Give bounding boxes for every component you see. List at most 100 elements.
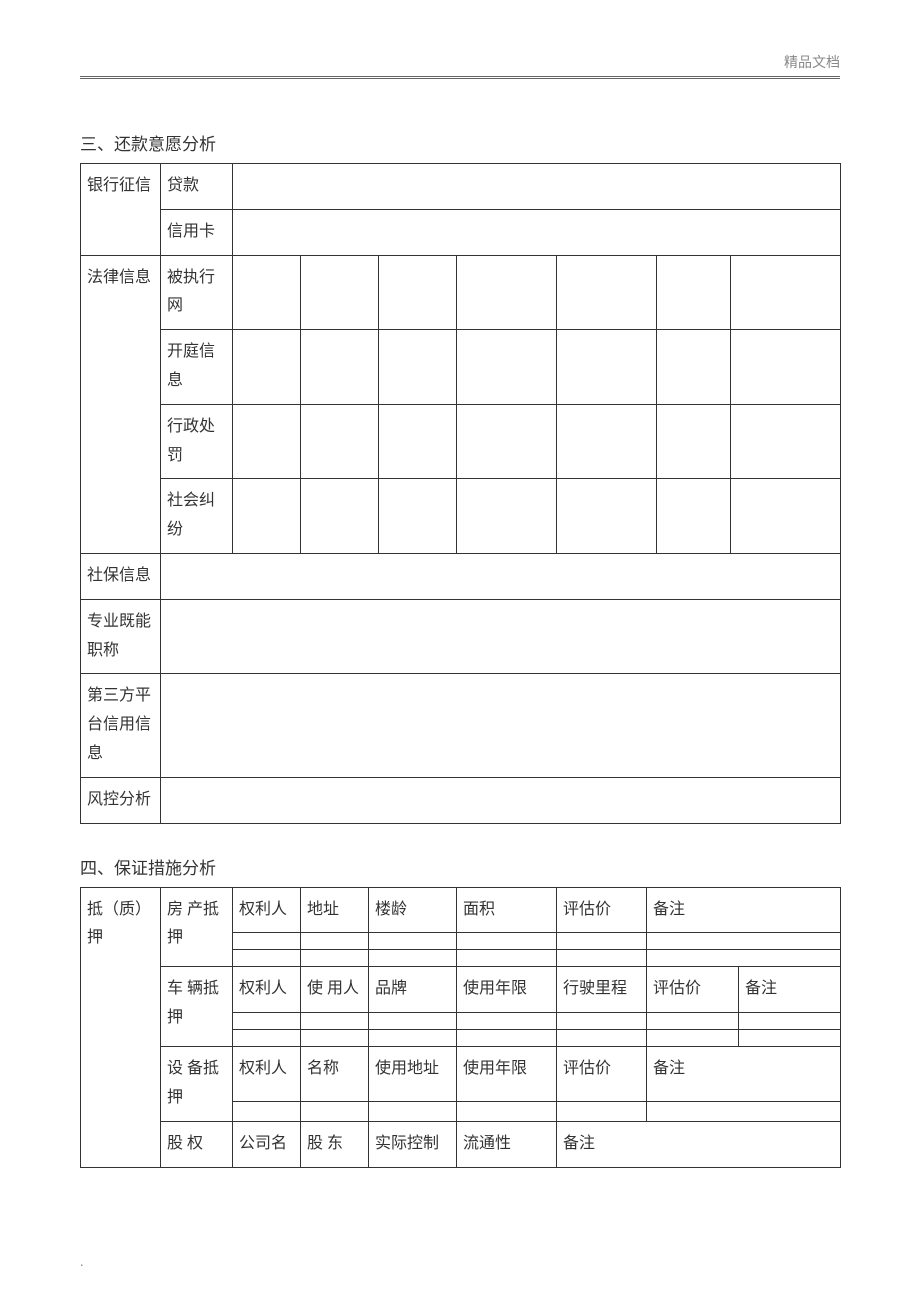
cell-empty bbox=[301, 1013, 369, 1030]
cell-empty bbox=[647, 1101, 841, 1121]
cell-remark: 备注 bbox=[739, 967, 841, 1013]
cell-social-security: 社保信息 bbox=[81, 553, 161, 599]
cell-empty bbox=[647, 1030, 739, 1047]
cell-loan: 贷款 bbox=[161, 164, 233, 210]
cell-social-dispute: 社会纠纷 bbox=[161, 479, 233, 554]
cell-empty bbox=[161, 599, 841, 674]
cell-empty bbox=[301, 1101, 369, 1121]
cell-area: 面积 bbox=[457, 887, 557, 933]
cell-empty bbox=[233, 209, 841, 255]
cell-shareholder: 股 东 bbox=[301, 1121, 369, 1167]
cell-controller: 实际控制 bbox=[369, 1121, 457, 1167]
footer-dot: . bbox=[80, 1255, 84, 1271]
cell-empty bbox=[379, 479, 457, 554]
cell-empty bbox=[369, 950, 457, 967]
cell-admin-penalty: 行政处罚 bbox=[161, 404, 233, 479]
table-row: 信用卡 bbox=[81, 209, 841, 255]
cell-empty bbox=[457, 404, 557, 479]
cell-remark: 备注 bbox=[647, 887, 841, 933]
cell-executed: 被执行网 bbox=[161, 255, 233, 330]
cell-empty bbox=[301, 330, 379, 405]
cell-empty bbox=[457, 1101, 557, 1121]
cell-liquidity: 流通性 bbox=[457, 1121, 557, 1167]
cell-empty bbox=[379, 404, 457, 479]
cell-years: 使用年限 bbox=[457, 1047, 557, 1101]
header-label: 精品文档 bbox=[784, 52, 840, 72]
cell-empty bbox=[233, 255, 301, 330]
cell-empty bbox=[557, 933, 647, 950]
cell-credit-card: 信用卡 bbox=[161, 209, 233, 255]
cell-address: 使用地址 bbox=[369, 1047, 457, 1101]
cell-empty bbox=[301, 255, 379, 330]
cell-empty bbox=[731, 479, 841, 554]
cell-empty bbox=[301, 950, 369, 967]
table-row: 专业既能职称 bbox=[81, 599, 841, 674]
cell-empty bbox=[557, 1030, 647, 1047]
page-content: 三、还款意愿分析 银行征信 贷款 信用卡 法律信息 被执行网 bbox=[80, 130, 840, 1168]
cell-mortgage: 抵（质）押 bbox=[81, 887, 161, 1167]
cell-empty bbox=[369, 933, 457, 950]
cell-risk-analysis: 风控分析 bbox=[81, 777, 161, 823]
cell-empty bbox=[457, 330, 557, 405]
cell-empty bbox=[557, 479, 657, 554]
table-row: 股 权 公司名 股 东 实际控制 流通性 备注 bbox=[81, 1121, 841, 1167]
cell-legal-info: 法律信息 bbox=[81, 255, 161, 553]
table-row: 车 辆抵押 权利人 使 用人 品牌 使用年限 行驶里程 评估价 备注 bbox=[81, 967, 841, 1013]
cell-empty bbox=[233, 404, 301, 479]
cell-user: 使 用人 bbox=[301, 967, 369, 1013]
cell-empty bbox=[233, 1101, 301, 1121]
cell-empty bbox=[233, 479, 301, 554]
cell-empty bbox=[369, 1101, 457, 1121]
table-row: 社保信息 bbox=[81, 553, 841, 599]
cell-remark: 备注 bbox=[557, 1121, 841, 1167]
cell-empty bbox=[557, 404, 657, 479]
cell-empty bbox=[379, 255, 457, 330]
cell-empty bbox=[301, 933, 369, 950]
cell-remark: 备注 bbox=[647, 1047, 841, 1101]
cell-empty bbox=[161, 674, 841, 777]
cell-empty bbox=[233, 1030, 301, 1047]
cell-empty bbox=[731, 255, 841, 330]
cell-empty bbox=[301, 404, 379, 479]
cell-empty bbox=[557, 1101, 647, 1121]
section3-title: 三、还款意愿分析 bbox=[80, 130, 840, 155]
cell-empty bbox=[557, 950, 647, 967]
cell-equity-label: 股 权 bbox=[161, 1121, 233, 1167]
cell-court-info: 开庭信息 bbox=[161, 330, 233, 405]
cell-empty bbox=[457, 1030, 557, 1047]
table-row: 风控分析 bbox=[81, 777, 841, 823]
cell-address: 地址 bbox=[301, 887, 369, 933]
cell-company: 公司名 bbox=[233, 1121, 301, 1167]
cell-empty bbox=[647, 933, 841, 950]
cell-empty bbox=[557, 330, 657, 405]
cell-empty bbox=[233, 950, 301, 967]
cell-empty bbox=[233, 1013, 301, 1030]
cell-empty bbox=[301, 479, 379, 554]
cell-empty bbox=[731, 404, 841, 479]
cell-property-label: 房 产抵押 bbox=[161, 887, 233, 967]
table-row: 行政处罚 bbox=[81, 404, 841, 479]
cell-age: 楼龄 bbox=[369, 887, 457, 933]
table-row: 法律信息 被执行网 bbox=[81, 255, 841, 330]
section4-table: 抵（质）押 房 产抵押 权利人 地址 楼龄 面积 评估价 备注 车 辆抵押 bbox=[80, 887, 841, 1168]
table-row: 抵（质）押 房 产抵押 权利人 地址 楼龄 面积 评估价 备注 bbox=[81, 887, 841, 933]
cell-holder: 权利人 bbox=[233, 967, 301, 1013]
table-row: 开庭信息 bbox=[81, 330, 841, 405]
cell-years: 使用年限 bbox=[457, 967, 557, 1013]
cell-professional-title: 专业既能职称 bbox=[81, 599, 161, 674]
cell-empty bbox=[457, 255, 557, 330]
cell-empty bbox=[233, 164, 841, 210]
section4-title: 四、保证措施分析 bbox=[80, 854, 840, 879]
table-row: 设 备抵押 权利人 名称 使用地址 使用年限 评估价 备注 bbox=[81, 1047, 841, 1101]
cell-empty bbox=[739, 1030, 841, 1047]
cell-empty bbox=[379, 330, 457, 405]
cell-empty bbox=[739, 1013, 841, 1030]
cell-empty bbox=[161, 777, 841, 823]
cell-empty bbox=[457, 479, 557, 554]
cell-empty bbox=[657, 404, 731, 479]
cell-holder: 权利人 bbox=[233, 887, 301, 933]
cell-name: 名称 bbox=[301, 1047, 369, 1101]
cell-equipment-label: 设 备抵押 bbox=[161, 1047, 233, 1122]
table-row: 银行征信 贷款 bbox=[81, 164, 841, 210]
cell-valuation: 评估价 bbox=[647, 967, 739, 1013]
